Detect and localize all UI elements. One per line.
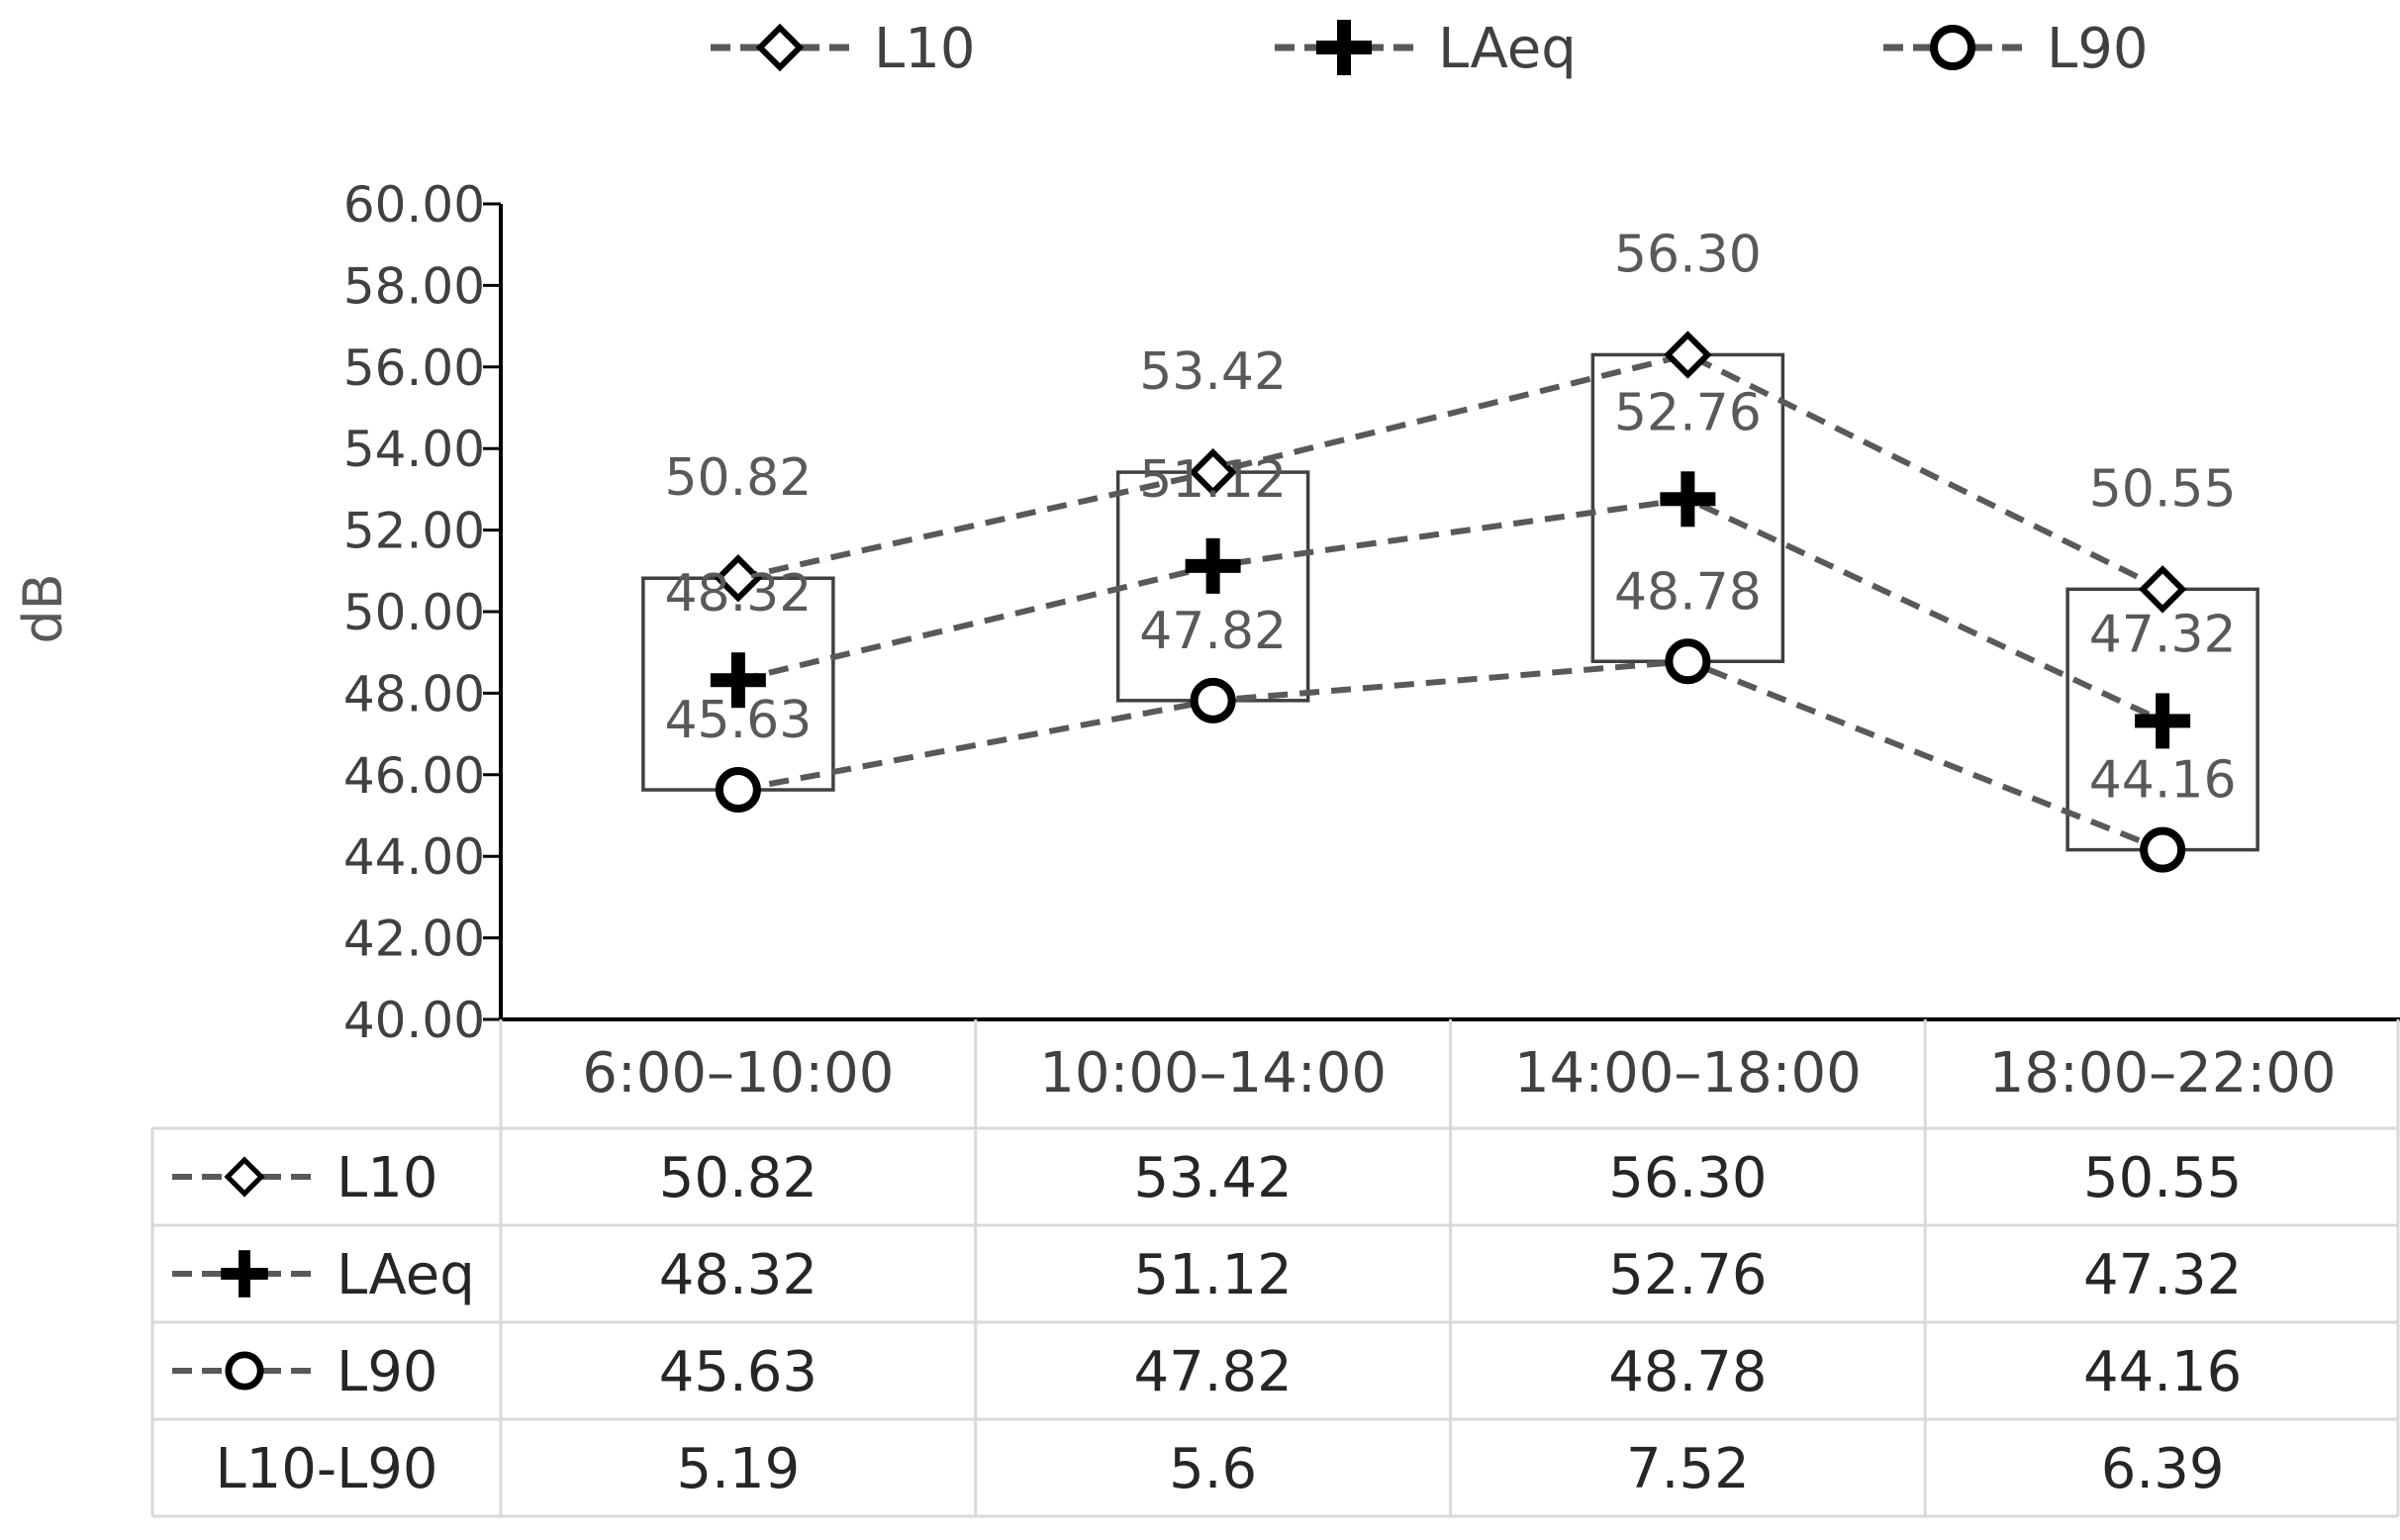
legend-label-laeq: LAeq <box>1438 17 1577 81</box>
table-cell: 7.52 <box>1626 1437 1750 1501</box>
x-tick-label: 18:00–22:00 <box>1989 1041 2337 1106</box>
data-labels: 50.82 53.42 56.30 50.55 48.32 51.12 52.76 47.32… <box>664 225 2236 810</box>
table-cell: 50.82 <box>659 1146 817 1210</box>
table-cell: 5.6 <box>1169 1437 1257 1501</box>
x-tick-label: 6:00–10:00 <box>582 1041 894 1106</box>
legend-marker-l90 <box>1934 29 1971 66</box>
series-line-l90 <box>737 658 2164 853</box>
marker-laeq <box>1185 537 1241 594</box>
data-label-laeq: 47.32 <box>2089 605 2237 664</box>
marker-l90 <box>1195 682 1232 720</box>
x-tick-label: 14:00–18:00 <box>1514 1041 1862 1106</box>
y-tick-label: 44.00 <box>343 828 485 886</box>
y-axis: 40.00 42.00 44.00 46.00 48.00 50.00 52.00 54.00… <box>343 176 2400 1049</box>
table-cell: 48.32 <box>659 1243 817 1307</box>
data-label-l90: 45.63 <box>664 691 812 750</box>
table-row-label: L90 <box>336 1340 437 1404</box>
marker-l10 <box>2143 569 2182 609</box>
table-cell: 52.76 <box>1608 1243 1767 1307</box>
marker-l90 <box>720 771 757 809</box>
marker-l90 <box>2144 831 2181 869</box>
table-cell: 50.55 <box>2083 1146 2242 1210</box>
marker-laeq <box>1660 471 1716 528</box>
table-row-label: L10-L90 <box>215 1437 437 1501</box>
table-legend-marker <box>229 1355 260 1387</box>
marker-l90 <box>1669 642 1706 680</box>
series-lines <box>737 351 2164 853</box>
series-line-laeq <box>737 496 2164 724</box>
table-cell: 47.82 <box>1133 1340 1292 1404</box>
marker-laeq <box>2135 693 2191 749</box>
data-label-laeq: 51.12 <box>1139 450 1287 510</box>
table-row-l10-l90: L10-L90 5.19 5.6 7.52 6.39 <box>215 1437 2224 1501</box>
y-tick-label: 58.00 <box>343 257 485 315</box>
y-tick-label: 50.00 <box>343 584 485 641</box>
data-label-l10: 50.82 <box>664 448 812 508</box>
table-row-label: LAeq <box>336 1243 475 1307</box>
series-line-l10 <box>737 351 2164 593</box>
y-tick-label: 56.00 <box>343 339 485 397</box>
legend-marker-laeq <box>1316 20 1372 75</box>
table-cell: 45.63 <box>659 1340 817 1404</box>
legend-marker-l10 <box>760 28 800 67</box>
legend: L10 LAeq L90 <box>711 17 2148 81</box>
y-tick-label: 40.00 <box>343 992 485 1049</box>
y-tick-label: 54.00 <box>343 421 485 478</box>
data-label-l90: 48.78 <box>1614 562 1762 622</box>
table-cell: 5.19 <box>677 1437 801 1501</box>
legend-item-l10: L10 <box>711 17 975 81</box>
table-cell: 56.30 <box>1608 1146 1767 1210</box>
legend-item-l90: L90 <box>1883 17 2148 81</box>
y-axis-title: dB <box>12 573 74 643</box>
y-tick-label: 42.00 <box>343 911 485 968</box>
data-table: 6:00–10:00 10:00–14:00 14:00–18:00 18:00–22… <box>150 1019 2400 1518</box>
table-cell: 6.39 <box>2101 1437 2225 1501</box>
table-cell: 53.42 <box>1133 1146 1292 1210</box>
y-tick-label: 60.00 <box>343 176 485 234</box>
table-row-l10: L10 50.82 53.42 56.30 50.55 <box>172 1146 2242 1210</box>
data-label-l90: 44.16 <box>2089 751 2237 811</box>
table-cell: 44.16 <box>2083 1340 2242 1404</box>
marker-l10 <box>1668 335 1707 374</box>
data-label-laeq: 52.76 <box>1614 383 1762 442</box>
legend-label-l90: L90 <box>2047 17 2148 81</box>
y-tick-label: 46.00 <box>343 747 485 805</box>
legend-item-laeq: LAeq <box>1275 17 1577 81</box>
table-row-label: L10 <box>336 1146 437 1210</box>
range-boxes <box>641 352 2259 852</box>
data-label-l90: 47.82 <box>1139 602 1287 661</box>
y-tick-label: 48.00 <box>343 665 485 722</box>
y-tick-label: 52.00 <box>343 503 485 560</box>
legend-label-l10: L10 <box>874 17 975 81</box>
table-row-l90: L90 45.63 47.82 48.78 44.16 <box>172 1340 2242 1404</box>
table-cell: 47.32 <box>2083 1243 2242 1307</box>
data-label-laeq: 48.32 <box>664 564 812 624</box>
table-legend-marker <box>221 1250 268 1298</box>
data-label-l10: 50.55 <box>2089 459 2237 519</box>
data-label-l10: 56.30 <box>1614 225 1762 284</box>
table-cell: 48.78 <box>1608 1340 1767 1404</box>
table-legend-marker <box>228 1160 261 1194</box>
table-cell: 51.12 <box>1133 1243 1292 1307</box>
data-label-l10: 53.42 <box>1139 342 1287 402</box>
x-tick-label: 10:00–14:00 <box>1039 1041 1387 1106</box>
table-row-laeq: LAeq 48.32 51.12 52.76 47.32 <box>172 1243 2242 1307</box>
